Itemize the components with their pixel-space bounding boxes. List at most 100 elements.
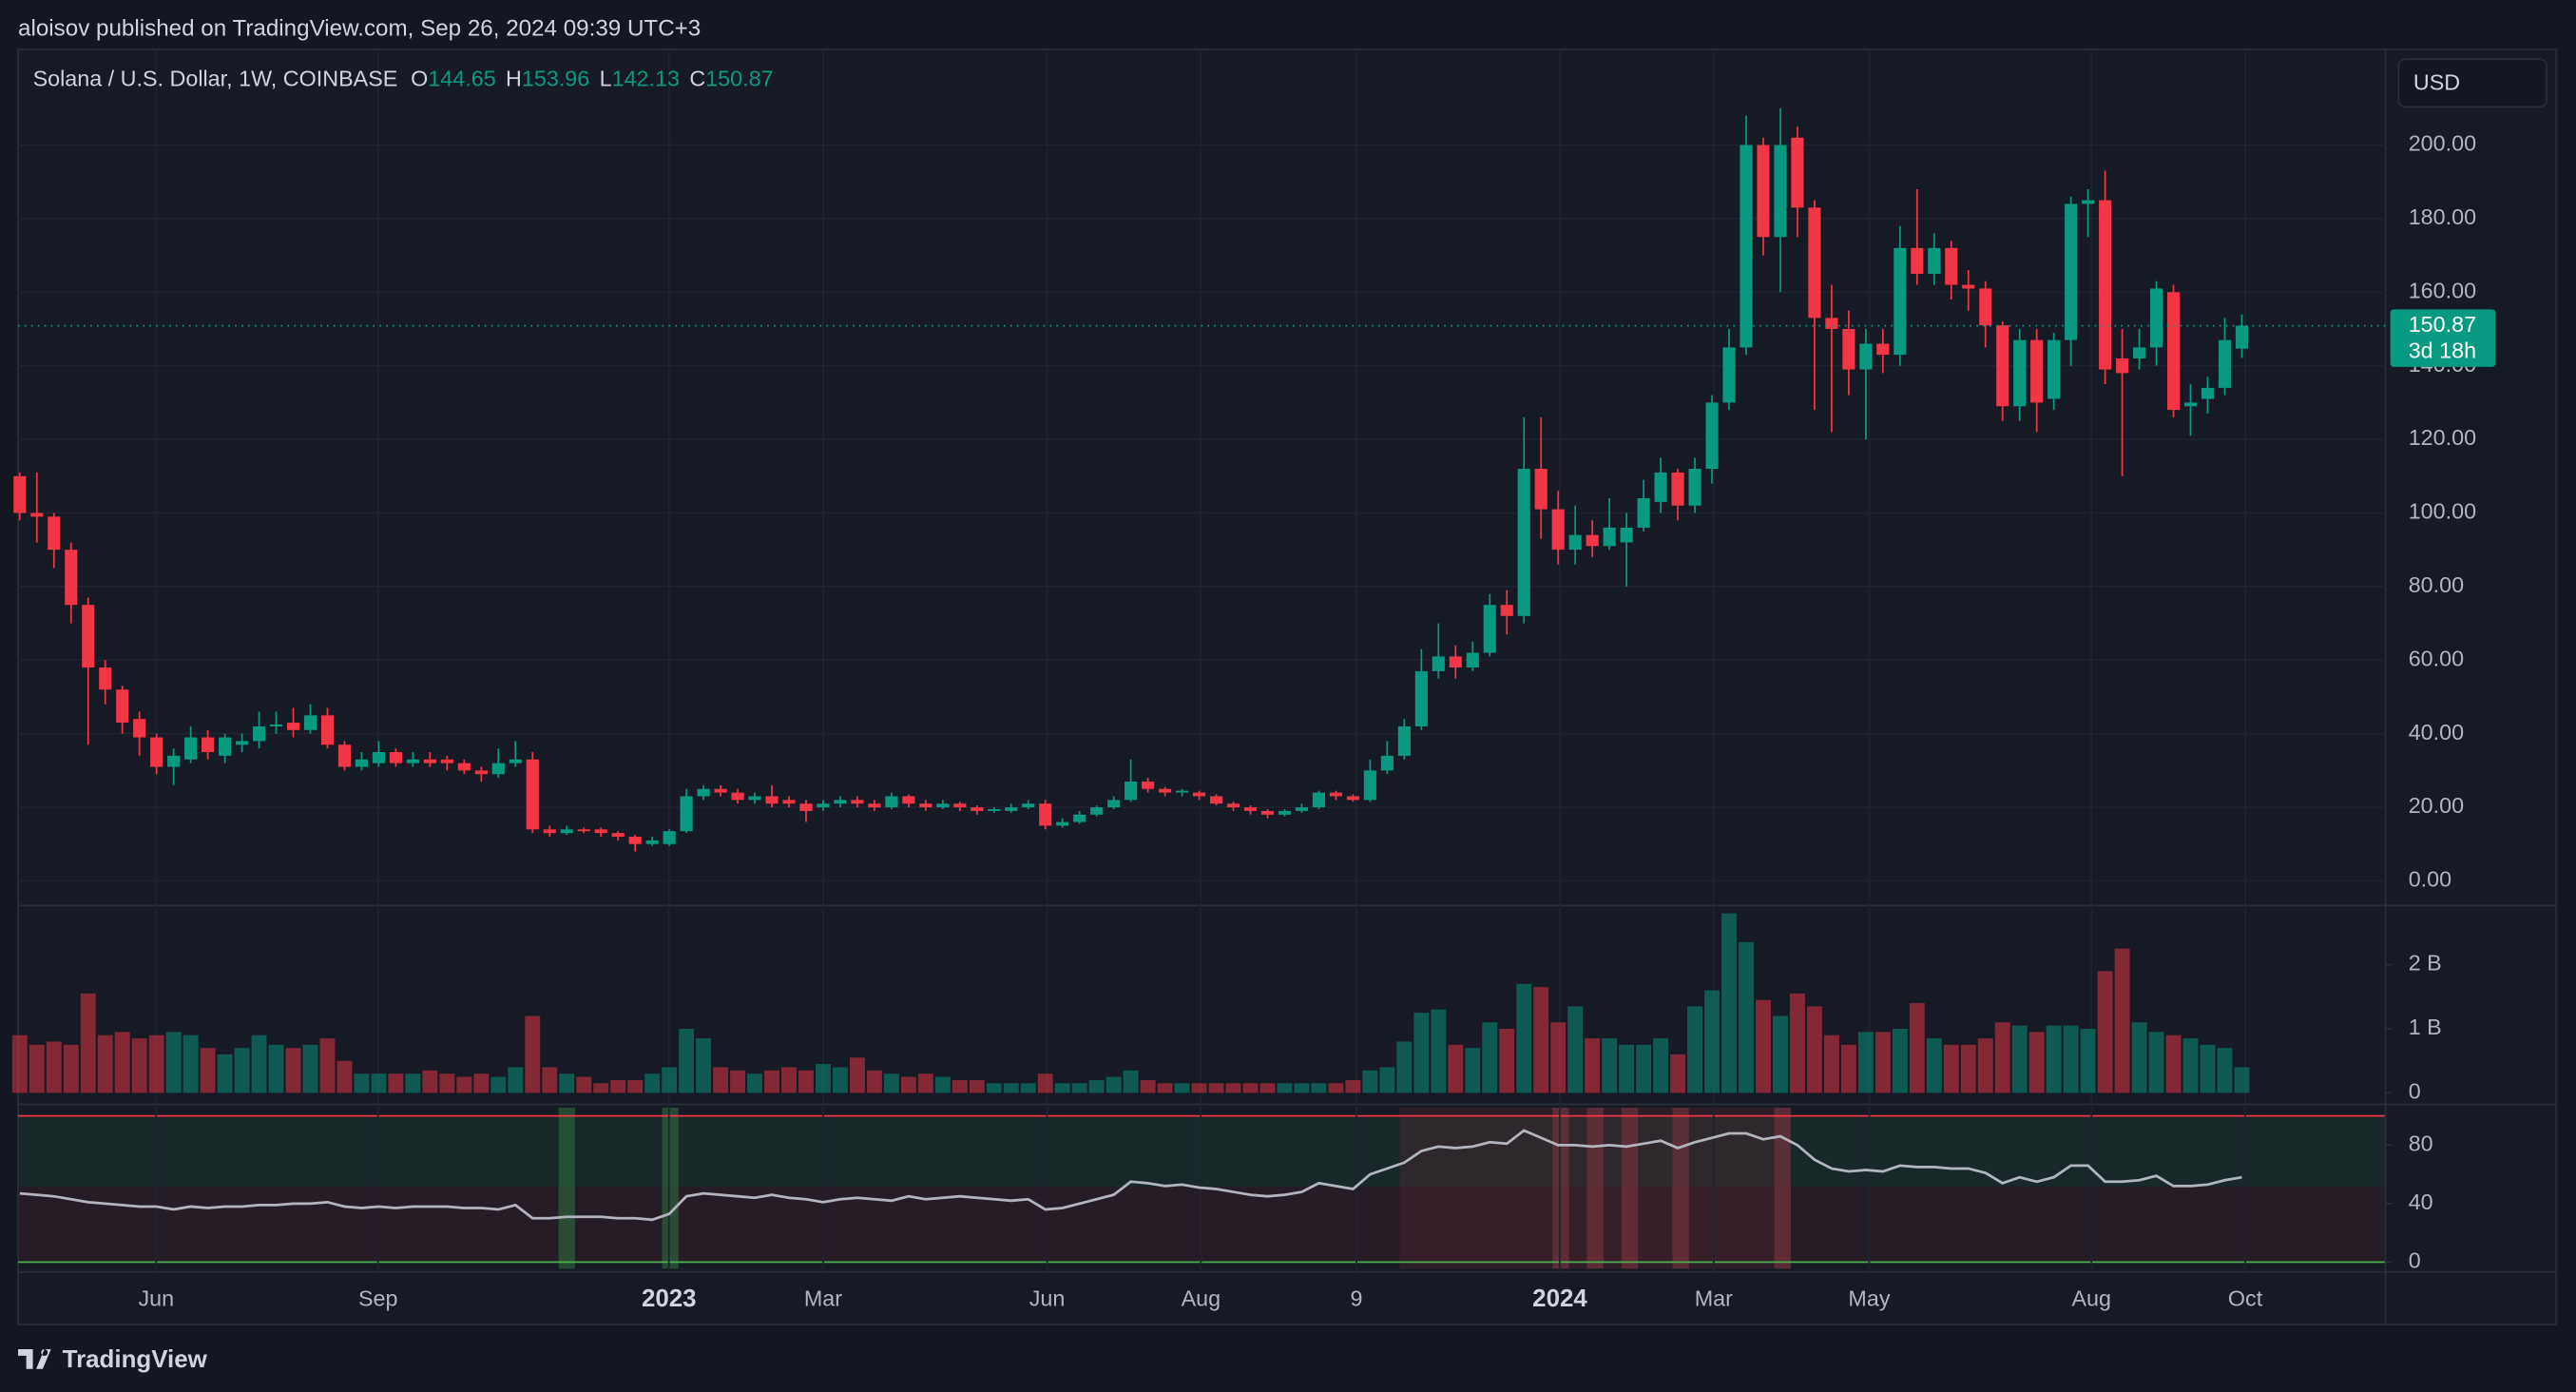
ohlc-label: O: [411, 67, 428, 91]
rsi-lower-zone: [18, 1186, 2386, 1263]
candle-body: [902, 796, 915, 804]
candle-body: [303, 715, 317, 730]
candle-body: [167, 755, 181, 767]
volume-bar: [1174, 1083, 1190, 1093]
volume-bar: [2131, 1022, 2147, 1093]
candle-body: [1176, 790, 1189, 793]
candle-body: [971, 807, 984, 811]
rsi-highlight: [1774, 1107, 1791, 1269]
volume-bar: [1105, 1076, 1122, 1093]
volume-bar: [644, 1073, 661, 1093]
candle-body: [2047, 339, 2061, 399]
rsi-highlight: [662, 1107, 679, 1269]
volume-bar: [1071, 1083, 1087, 1093]
volume-bar: [29, 1044, 45, 1093]
candle-body: [337, 744, 352, 767]
candle-body: [116, 689, 129, 724]
currency-button[interactable]: USD: [2397, 58, 2547, 108]
volume-bar: [336, 1060, 353, 1093]
candle-body: [1551, 509, 1565, 551]
volume-bar: [439, 1073, 455, 1093]
volume-bar: [1003, 1083, 1019, 1093]
volume-bar: [1874, 1032, 1891, 1093]
volume-bar: [832, 1067, 848, 1093]
candle-body: [286, 723, 300, 730]
x-tick-label: Sep: [358, 1286, 398, 1310]
candle-body: [697, 788, 710, 797]
candle-body: [1483, 605, 1496, 653]
last-price-label: 150.87: [2409, 312, 2476, 337]
candle-body: [1449, 656, 1462, 668]
volume-bar: [1857, 1032, 1874, 1093]
volume-bar: [1242, 1083, 1259, 1093]
candle-body: [1586, 534, 1599, 547]
published-note: aloisov published on TradingView.com, Se…: [18, 16, 701, 42]
candle-body: [1911, 247, 1924, 274]
candle-body: [1962, 284, 1975, 289]
candle-body: [1517, 469, 1530, 616]
volume-bar: [1602, 1038, 1618, 1093]
volume-bar: [268, 1044, 284, 1093]
volume-bar: [1926, 1038, 1942, 1093]
candle-body: [799, 803, 813, 811]
candle-body: [1979, 288, 1992, 326]
volume-bar: [713, 1067, 729, 1093]
volume-bar: [11, 1034, 28, 1093]
y-tick-label: 100.00: [2409, 499, 2476, 524]
footer-brand: TradingView: [18, 1346, 208, 1373]
volume-bar: [1499, 1028, 1515, 1093]
volume-bar: [1567, 1006, 1584, 1093]
rsi-highlight: [558, 1107, 575, 1269]
volume-bar: [816, 1064, 831, 1093]
volume-bar: [1533, 987, 1549, 1093]
candle-body: [423, 759, 436, 764]
candle-body: [936, 803, 950, 808]
candle-body: [1568, 534, 1582, 551]
candle-body: [851, 800, 864, 804]
volume-bar: [2114, 948, 2130, 1093]
volume-bar: [2080, 1028, 2096, 1093]
volume-bar: [1396, 1041, 1413, 1093]
volume-bar: [798, 1070, 814, 1093]
candle-body: [440, 759, 453, 764]
volume-bar: [1909, 1003, 1925, 1093]
candle-body: [1039, 803, 1052, 826]
candle-body: [1380, 755, 1394, 771]
volume-bar: [354, 1073, 370, 1093]
volume-bar: [302, 1044, 318, 1093]
candle-body: [1500, 605, 1513, 616]
volume-bar: [1739, 941, 1754, 1093]
x-tick-label: Mar: [804, 1286, 842, 1310]
volume-bar: [200, 1048, 216, 1093]
volume-bar: [883, 1073, 899, 1093]
volume-bar: [1123, 1070, 1139, 1093]
candle-body: [2116, 358, 2129, 374]
rsi-highlight: [1621, 1107, 1639, 1269]
candle-body: [560, 829, 573, 834]
volume-bar: [2165, 1034, 2182, 1093]
candle-body: [1757, 145, 1770, 238]
rsi-upper-zone: [18, 1115, 2386, 1187]
volume-bar: [1482, 1022, 1498, 1093]
volume-bar: [1789, 993, 1805, 1093]
candle-body: [1876, 343, 1890, 356]
currency-label[interactable]: USD: [2413, 69, 2460, 94]
volume-bar: [508, 1067, 524, 1093]
candle-body: [457, 763, 471, 771]
candle-body: [1226, 803, 1240, 808]
candle-body: [1825, 318, 1838, 330]
ohlc-value: 142.13: [612, 67, 680, 91]
y-tick-label: 20.00: [2409, 793, 2464, 818]
candle-body: [919, 803, 932, 808]
candle-body: [1722, 347, 1736, 403]
x-tick-label: Mar: [1695, 1286, 1733, 1310]
volume-bar: [2097, 971, 2113, 1093]
candle-body: [1243, 807, 1258, 811]
candle-body: [99, 667, 112, 690]
volume-bar: [1088, 1079, 1105, 1093]
volume-bar: [148, 1034, 164, 1093]
currency-button-box[interactable]: [2397, 58, 2547, 108]
volume-bar: [1054, 1083, 1070, 1093]
